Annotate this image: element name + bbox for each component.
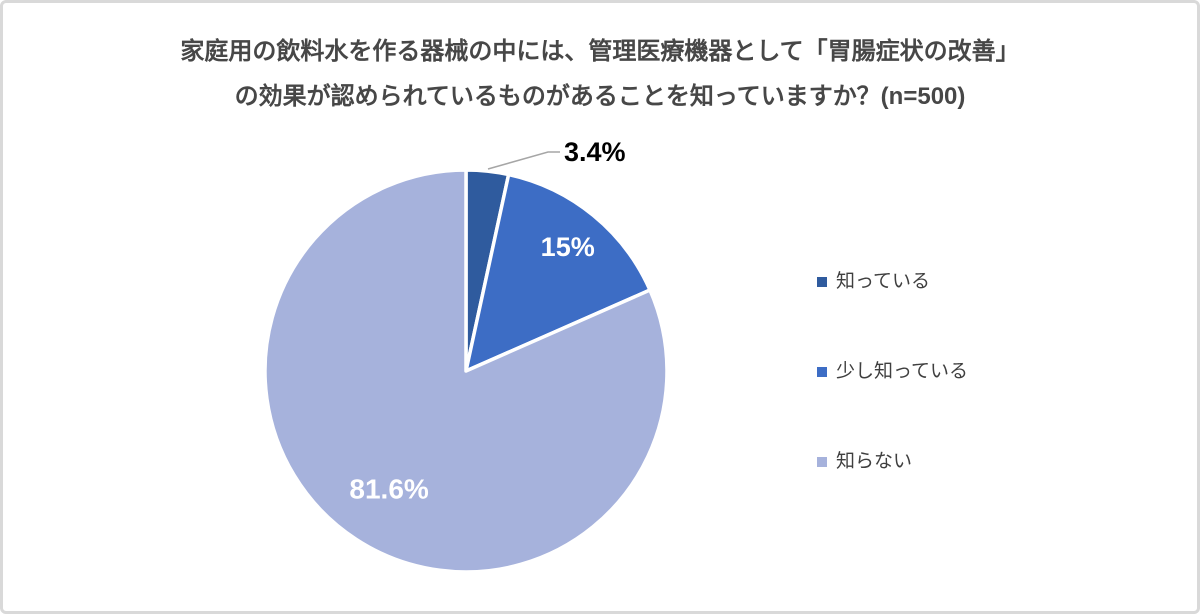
pie-slice-1 <box>464 172 652 373</box>
pie-slice-2 <box>263 168 669 574</box>
legend-marker-icon <box>817 457 827 467</box>
pie-chart: 3.4% 15% 81.6% <box>263 137 669 574</box>
legend-item-shitteiru: 知っている <box>817 270 968 294</box>
chart-title: 家庭用の飲料水を作る器械の中には、管理医療機器として「胃腸症状の改善」 の効果が… <box>3 29 1197 119</box>
leader-line <box>487 151 560 170</box>
chart-title-line1: 家庭用の飲料水を作る器械の中には、管理医療機器として「胃腸症状の改善」 <box>180 38 1020 65</box>
legend-item-sukoshi-shitteiru: 少し知っている <box>817 360 968 384</box>
legend: 知っている 少し知っている 知らない <box>817 270 968 474</box>
legend-marker-icon <box>817 277 827 287</box>
legend-marker-icon <box>817 367 827 377</box>
data-label-inside-2: 81.6% <box>349 474 428 505</box>
legend-label: 知っている <box>836 271 931 292</box>
chart-title-line2: の効果が認められているものがあることを知っていますか？(n=500) <box>234 83 966 110</box>
legend-label: 少し知っている <box>836 361 969 382</box>
legend-label: 知らない <box>836 451 913 472</box>
data-label-outside-0: 3.4% <box>564 137 626 167</box>
data-label-inside-1: 15% <box>541 232 595 262</box>
legend-item-shiranai: 知らない <box>817 450 968 474</box>
